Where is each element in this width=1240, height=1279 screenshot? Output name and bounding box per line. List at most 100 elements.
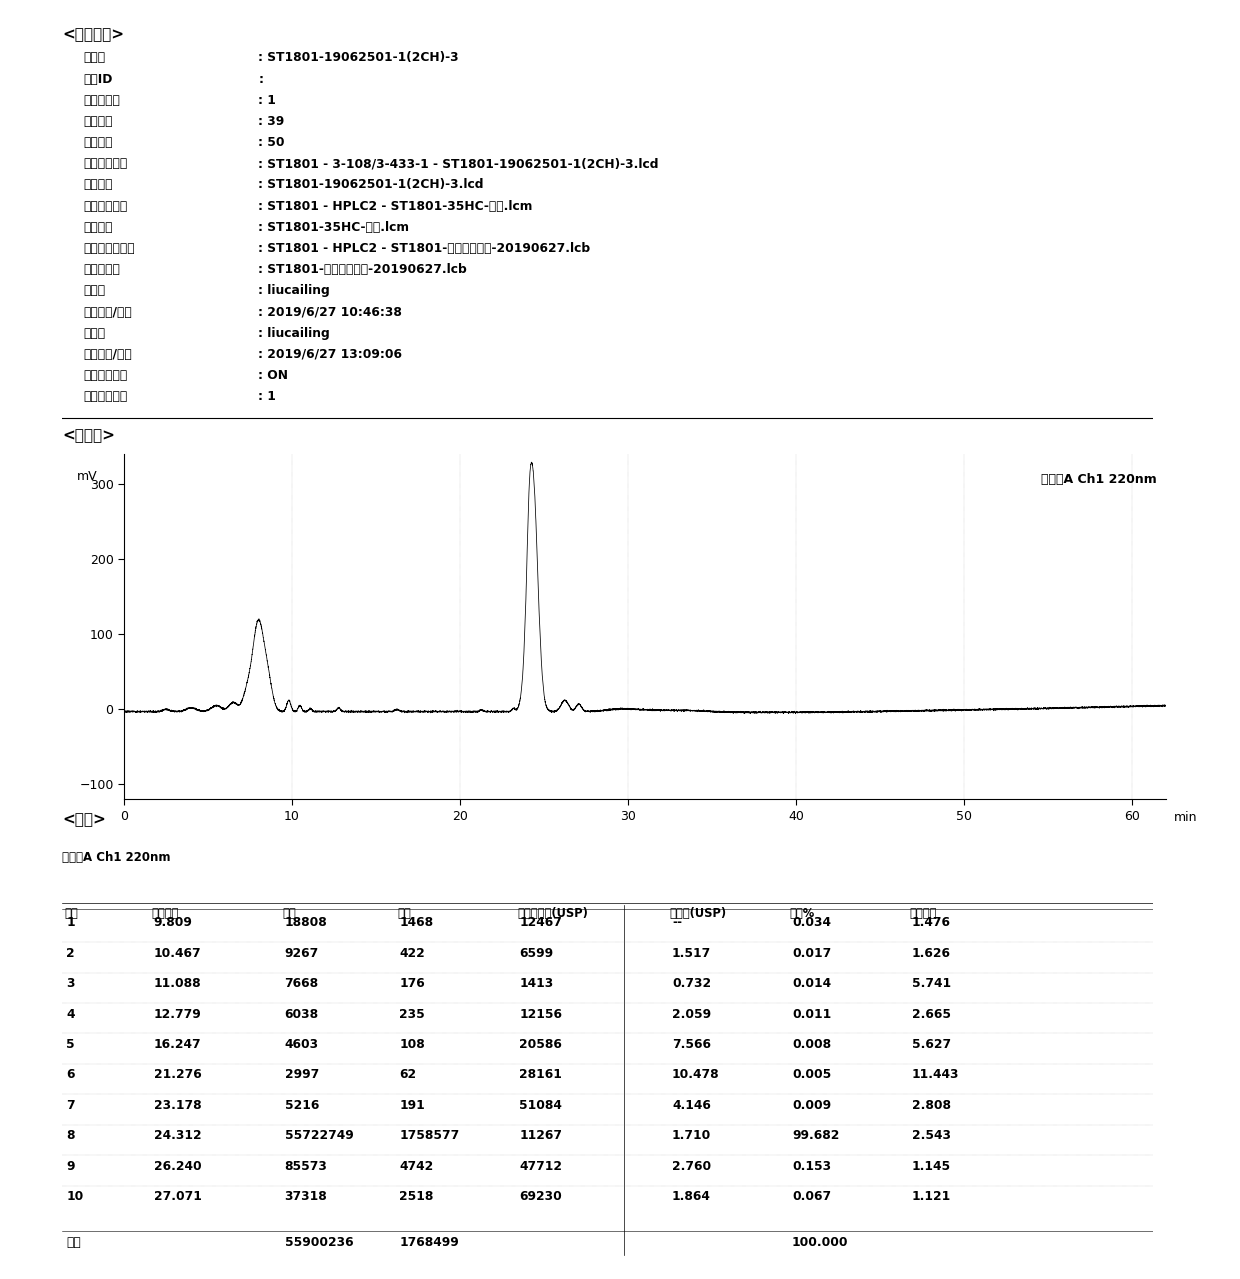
Text: 4603: 4603 <box>285 1039 319 1051</box>
Text: 检测器A Ch1 220nm: 检测器A Ch1 220nm <box>1042 473 1157 486</box>
Text: 12467: 12467 <box>520 916 562 930</box>
Text: 检测器A Ch1 220nm: 检测器A Ch1 220nm <box>62 851 171 863</box>
Text: 2.760: 2.760 <box>672 1160 711 1173</box>
Text: 6038: 6038 <box>285 1008 319 1021</box>
Text: 2997: 2997 <box>285 1068 319 1082</box>
Text: : ST1801 - 3-108/3-433-1 - ST1801-19062501-1(2CH)-3.lcd: : ST1801 - 3-108/3-433-1 - ST1801-190625… <box>258 157 658 170</box>
Text: 保留时间: 保留时间 <box>151 907 179 921</box>
Text: 原始数据文件: 原始数据文件 <box>84 157 128 170</box>
Text: 99.682: 99.682 <box>792 1129 839 1142</box>
Text: 9.809: 9.809 <box>154 916 192 930</box>
Text: 0.067: 0.067 <box>792 1191 831 1204</box>
Text: mV: mV <box>77 469 97 483</box>
Text: 1768499: 1768499 <box>399 1236 459 1248</box>
Text: 样品瓶号: 样品瓶号 <box>84 115 113 128</box>
Text: 4.146: 4.146 <box>672 1099 711 1111</box>
Text: :: : <box>258 73 263 86</box>
Text: : ST1801-19062501-1(2CH)-3: : ST1801-19062501-1(2CH)-3 <box>258 51 459 64</box>
Text: 11.443: 11.443 <box>913 1068 960 1082</box>
Text: : 2019/6/27 13:09:06: : 2019/6/27 13:09:06 <box>258 348 403 361</box>
Text: 5.627: 5.627 <box>913 1039 951 1051</box>
Text: 37318: 37318 <box>285 1191 327 1204</box>
Text: 审查追踪版本: 审查追踪版本 <box>84 390 128 403</box>
Text: 1.626: 1.626 <box>913 946 951 959</box>
Text: 10: 10 <box>67 1191 83 1204</box>
Text: 10.478: 10.478 <box>672 1068 719 1082</box>
Text: 55900236: 55900236 <box>285 1236 353 1248</box>
Text: <色谱图>: <色谱图> <box>62 428 115 444</box>
Text: 12.779: 12.779 <box>154 1008 201 1021</box>
Text: <样品信息>: <样品信息> <box>62 27 124 42</box>
Text: 0.732: 0.732 <box>672 977 711 990</box>
Text: 样品瓶架号: 样品瓶架号 <box>84 93 120 106</box>
Text: 1468: 1468 <box>399 916 433 930</box>
Text: 422: 422 <box>399 946 425 959</box>
Text: 5: 5 <box>67 1039 74 1051</box>
Text: 11.088: 11.088 <box>154 977 201 990</box>
Text: 分离度(USP): 分离度(USP) <box>670 907 727 921</box>
Text: 原始批处理文件: 原始批处理文件 <box>84 242 135 255</box>
Text: 7.566: 7.566 <box>672 1039 711 1051</box>
Text: 1758577: 1758577 <box>399 1129 460 1142</box>
Text: 108: 108 <box>399 1039 425 1051</box>
Text: 2.808: 2.808 <box>913 1099 951 1111</box>
Text: 数据文件: 数据文件 <box>84 179 113 192</box>
Text: 高度: 高度 <box>397 907 410 921</box>
Text: 1.145: 1.145 <box>913 1160 951 1173</box>
Text: 0.153: 0.153 <box>792 1160 831 1173</box>
Text: : ST1801-纯化样品测测-20190627.lcb: : ST1801-纯化样品测测-20190627.lcb <box>258 263 467 276</box>
Text: 理论塔板数(USP): 理论塔板数(USP) <box>517 907 588 921</box>
Text: 3: 3 <box>67 977 74 990</box>
Text: 样品名: 样品名 <box>84 51 105 64</box>
Text: : 39: : 39 <box>258 115 285 128</box>
Text: 7: 7 <box>67 1099 74 1111</box>
Text: 进样体积: 进样体积 <box>84 136 113 150</box>
Text: 191: 191 <box>399 1099 425 1111</box>
Text: 1413: 1413 <box>520 977 553 990</box>
Text: 峰号: 峰号 <box>64 907 78 921</box>
Text: 0.014: 0.014 <box>792 977 831 990</box>
Text: 1.476: 1.476 <box>913 916 951 930</box>
Text: 2.059: 2.059 <box>672 1008 711 1021</box>
Text: 总计: 总计 <box>67 1236 81 1248</box>
Text: 0.009: 0.009 <box>792 1099 831 1111</box>
Text: : ST1801 - HPLC2 - ST1801-35HC-方法.lcm: : ST1801 - HPLC2 - ST1801-35HC-方法.lcm <box>258 200 533 212</box>
Text: 1.864: 1.864 <box>672 1191 711 1204</box>
Text: 51084: 51084 <box>520 1099 562 1111</box>
Text: 21.276: 21.276 <box>154 1068 201 1082</box>
Text: 原始方法文件: 原始方法文件 <box>84 200 128 212</box>
Text: 27.071: 27.071 <box>154 1191 202 1204</box>
Text: 5216: 5216 <box>285 1099 319 1111</box>
Text: 处理日期/时间: 处理日期/时间 <box>84 348 133 361</box>
Text: 20586: 20586 <box>520 1039 562 1051</box>
Text: 85573: 85573 <box>285 1160 327 1173</box>
Text: 批处理文件: 批处理文件 <box>84 263 120 276</box>
Text: 5.741: 5.741 <box>913 977 951 990</box>
Text: 62: 62 <box>399 1068 417 1082</box>
Text: 0.005: 0.005 <box>792 1068 831 1082</box>
Text: 拖尾因子: 拖尾因子 <box>910 907 937 921</box>
Text: 分析者: 分析者 <box>84 284 105 298</box>
Text: 2.665: 2.665 <box>913 1008 951 1021</box>
Text: 方法文件: 方法文件 <box>84 221 113 234</box>
Text: : ST1801-19062501-1(2CH)-3.lcd: : ST1801-19062501-1(2CH)-3.lcd <box>258 179 484 192</box>
Text: : 1: : 1 <box>258 390 277 403</box>
Text: 0.011: 0.011 <box>792 1008 831 1021</box>
Text: 面积: 面积 <box>283 907 296 921</box>
Text: 10.467: 10.467 <box>154 946 201 959</box>
Text: 样品ID: 样品ID <box>84 73 113 86</box>
Text: 8: 8 <box>67 1129 74 1142</box>
Text: <峰表>: <峰表> <box>62 812 105 828</box>
Text: 18808: 18808 <box>285 916 327 930</box>
Text: : 1: : 1 <box>258 93 277 106</box>
Text: 16.247: 16.247 <box>154 1039 201 1051</box>
Text: 12156: 12156 <box>520 1008 562 1021</box>
Text: 6: 6 <box>67 1068 74 1082</box>
Text: 审查追踪状态: 审查追踪状态 <box>84 370 128 382</box>
Text: 4742: 4742 <box>399 1160 434 1173</box>
Text: : 50: : 50 <box>258 136 285 150</box>
Text: 23.178: 23.178 <box>154 1099 201 1111</box>
Text: 处理者: 处理者 <box>84 326 105 340</box>
Text: 1.121: 1.121 <box>913 1191 951 1204</box>
Text: 7668: 7668 <box>285 977 319 990</box>
